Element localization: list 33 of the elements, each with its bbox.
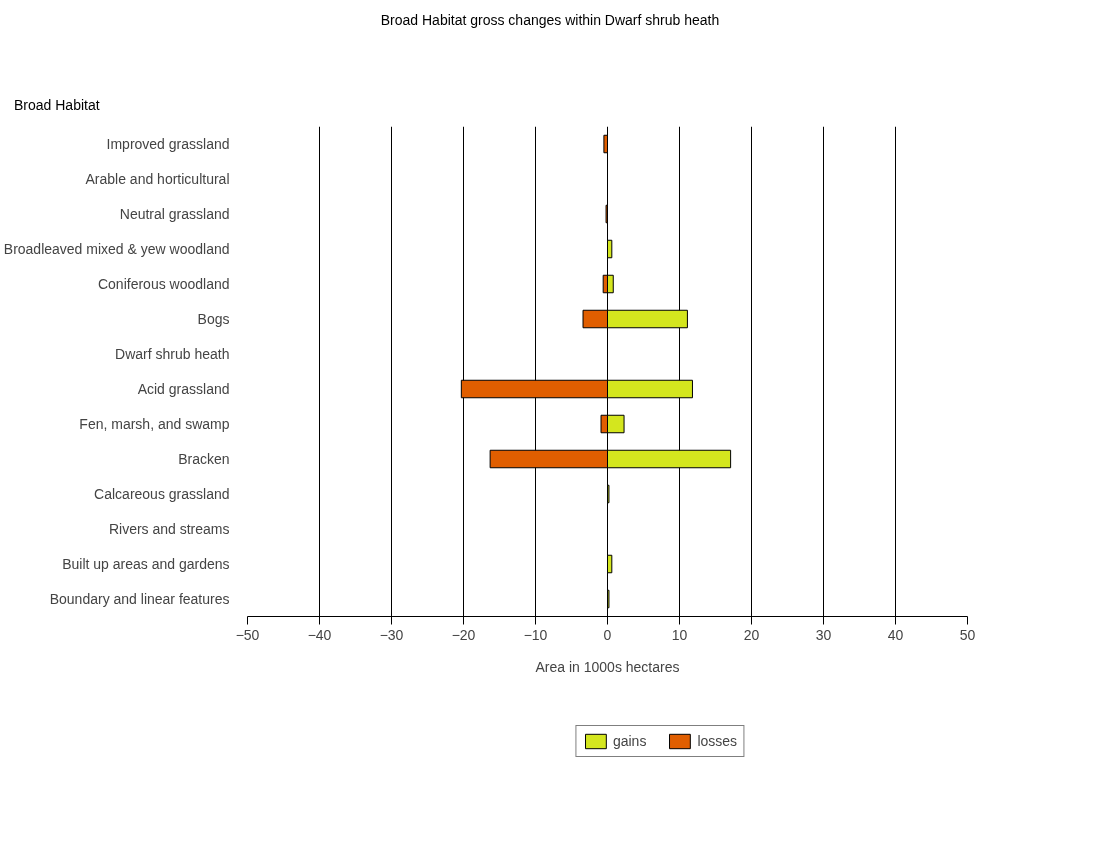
y-tick-label: Neutral grassland bbox=[119, 206, 230, 222]
x-tick-label: −10 bbox=[523, 626, 548, 643]
y-tick-label: Arable and horticultural bbox=[85, 171, 230, 187]
bar bbox=[607, 239, 613, 259]
y-tick-label: Dwarf shrub heath bbox=[115, 346, 230, 362]
y-axis-title: Broad Habitat bbox=[14, 96, 100, 115]
x-tick-label: −50 bbox=[235, 626, 260, 643]
y-tick-label: Broadleaved mixed & yew woodland bbox=[3, 241, 230, 257]
bar bbox=[603, 134, 608, 154]
y-tick-label: Bogs bbox=[197, 311, 230, 327]
y-tick-label: Bracken bbox=[178, 451, 230, 467]
chart-title: Broad Habitat gross changes within Dwarf shrub heath bbox=[380, 11, 720, 30]
x-tick-label: −30 bbox=[379, 626, 404, 643]
x-tick-label: 20 bbox=[743, 626, 760, 643]
x-tick-label: 50 bbox=[959, 626, 976, 643]
y-tick-label: Rivers and streams bbox=[108, 521, 230, 537]
x-tick-label: −40 bbox=[307, 626, 332, 643]
legend-label: losses bbox=[697, 733, 738, 749]
legend-label: gains bbox=[612, 733, 647, 749]
x-axis-title: Area in 1000s hectares bbox=[535, 658, 680, 675]
x-tick-label: 30 bbox=[815, 626, 832, 643]
bar bbox=[607, 554, 613, 574]
x-tick-label: 40 bbox=[887, 626, 904, 643]
x-tick-label: 0 bbox=[603, 626, 612, 643]
y-tick-label: Boundary and linear features bbox=[49, 591, 230, 607]
y-tick-label: Acid grassland bbox=[137, 381, 230, 397]
x-tick-label: −20 bbox=[451, 626, 476, 643]
x-tick-label: 10 bbox=[671, 626, 688, 643]
y-tick-label: Built up areas and gardens bbox=[62, 556, 230, 572]
y-tick-label: Calcareous grassland bbox=[94, 486, 230, 502]
y-tick-label: Improved grassland bbox=[106, 136, 230, 152]
y-tick-label: Coniferous woodland bbox=[97, 276, 230, 292]
y-tick-label: Fen, marsh, and swamp bbox=[79, 416, 230, 432]
